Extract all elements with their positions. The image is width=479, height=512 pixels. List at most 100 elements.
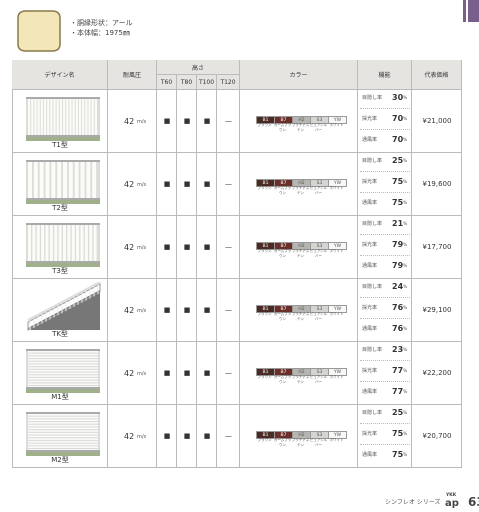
color-cell: B1 ブラウン B7 カームブラウン H2 プラチナステン S3 ピュアシルバー YW ホワイト bbox=[240, 342, 358, 405]
wind-value: 42 bbox=[124, 180, 135, 189]
color-name: カームブラウン bbox=[273, 438, 292, 447]
fence-image bbox=[26, 97, 100, 141]
function-divider bbox=[360, 255, 410, 256]
function-unit: % bbox=[403, 96, 408, 101]
price-cell: ¥17,700 bbox=[412, 216, 462, 279]
height-cell: — bbox=[217, 216, 240, 279]
function-unit: % bbox=[403, 138, 408, 143]
height-mark: — bbox=[225, 306, 232, 314]
color-swatch: YW bbox=[328, 242, 347, 250]
spec-line: ・胴縁形状：アール bbox=[70, 19, 133, 27]
header-height-col: T80 bbox=[177, 75, 197, 90]
wind-cell: 42 m/s bbox=[108, 153, 157, 216]
color-swatch: YW bbox=[328, 368, 347, 376]
design-name: M1型 bbox=[51, 393, 69, 401]
color-swatch: YW bbox=[328, 116, 347, 124]
height-mark: ■ bbox=[163, 432, 171, 440]
height-cell: ■ bbox=[197, 90, 217, 153]
function-label: 目隠し率 bbox=[362, 221, 383, 227]
height-mark: — bbox=[225, 243, 232, 251]
function-value: 23 bbox=[392, 345, 404, 354]
function-value: 25 bbox=[392, 156, 404, 165]
brand: YKK bbox=[446, 493, 457, 498]
wind-cell: 42 m/s bbox=[108, 90, 157, 153]
function-label: 目隠し率 bbox=[362, 410, 383, 416]
function-unit: % bbox=[403, 348, 408, 353]
header-height: 高さ bbox=[157, 60, 240, 75]
function-divider bbox=[360, 108, 410, 109]
height-cell: ■ bbox=[157, 216, 177, 279]
color-name: ピュアシルバー bbox=[309, 438, 328, 447]
function-value: 77 bbox=[392, 366, 404, 375]
function-cell: 目隠し率 23% 採光率 77% 通風率 77% bbox=[358, 342, 412, 405]
design-name: T1型 bbox=[52, 141, 68, 149]
fence-image bbox=[26, 349, 100, 393]
price-cell: ¥20,700 bbox=[412, 405, 462, 468]
side-tab-edge bbox=[466, 0, 479, 22]
color-cell: B1 ブラウン B7 カームブラウン H2 プラチナステン S3 ピュアシルバー YW ホワイト bbox=[240, 153, 358, 216]
design-name: TK型 bbox=[52, 330, 68, 338]
height-mark: — bbox=[225, 180, 232, 188]
function-label: 採光率 bbox=[362, 368, 378, 374]
height-mark: ■ bbox=[183, 432, 191, 440]
design-name: M2型 bbox=[51, 456, 69, 464]
color-swatch: YW bbox=[328, 305, 347, 313]
function-value: 79 bbox=[392, 261, 404, 270]
color-name: ホワイト bbox=[329, 438, 344, 442]
profile-icon bbox=[17, 10, 61, 52]
price: ¥19,600 bbox=[422, 180, 452, 188]
color-name: ホワイト bbox=[329, 186, 344, 190]
fence-image bbox=[26, 160, 100, 204]
color-name: ブラウン bbox=[257, 312, 272, 316]
height-mark: ■ bbox=[163, 306, 171, 314]
wind-cell: 42 m/s bbox=[108, 342, 157, 405]
design-cell: T3型 bbox=[12, 216, 108, 279]
price: ¥17,700 bbox=[422, 243, 452, 251]
price-cell: ¥19,600 bbox=[412, 153, 462, 216]
color-name: ブラウン bbox=[257, 438, 272, 442]
design-cell: T1型 bbox=[12, 90, 108, 153]
function-divider bbox=[360, 129, 410, 130]
height-cell: ■ bbox=[157, 279, 177, 342]
wind-cell: 42 m/s bbox=[108, 405, 157, 468]
height-mark: ■ bbox=[183, 117, 191, 125]
header-height-col: T60 bbox=[157, 75, 177, 90]
height-cell: — bbox=[217, 90, 240, 153]
function-divider bbox=[360, 192, 410, 193]
price: ¥29,100 bbox=[422, 306, 452, 314]
wind-cell: 42 m/s bbox=[108, 279, 157, 342]
brand-mark: ap bbox=[445, 498, 459, 509]
function-divider bbox=[360, 171, 410, 172]
height-cell: ■ bbox=[177, 342, 197, 405]
function-unit: % bbox=[403, 411, 408, 416]
function-unit: % bbox=[403, 222, 408, 227]
function-unit: % bbox=[403, 432, 408, 437]
color-name: ピュアシルバー bbox=[309, 312, 328, 321]
price-cell: ¥21,000 bbox=[412, 90, 462, 153]
height-cell: ■ bbox=[157, 342, 177, 405]
color-name: ホワイト bbox=[329, 375, 344, 379]
function-divider bbox=[360, 360, 410, 361]
function-value: 79 bbox=[392, 240, 404, 249]
color-name: プラチナステン bbox=[291, 249, 310, 258]
color-name: カームブラウン bbox=[273, 249, 292, 258]
function-divider bbox=[360, 297, 410, 298]
height-cell: ■ bbox=[197, 405, 217, 468]
height-cell: ■ bbox=[157, 153, 177, 216]
function-unit: % bbox=[403, 201, 408, 206]
function-label: 目隠し率 bbox=[362, 347, 383, 353]
height-mark: ■ bbox=[183, 306, 191, 314]
function-unit: % bbox=[403, 159, 408, 164]
height-cell: ■ bbox=[177, 90, 197, 153]
design-cell: T2型 bbox=[12, 153, 108, 216]
color-name: プラチナステン bbox=[291, 186, 310, 195]
wind-unit: m/s bbox=[137, 434, 147, 440]
function-unit: % bbox=[403, 180, 408, 185]
function-unit: % bbox=[403, 327, 408, 332]
wind-unit: m/s bbox=[137, 119, 147, 125]
color-name: ブラウン bbox=[257, 123, 272, 127]
height-mark: ■ bbox=[163, 369, 171, 377]
height-mark: ■ bbox=[203, 180, 211, 188]
height-cell: ■ bbox=[177, 153, 197, 216]
